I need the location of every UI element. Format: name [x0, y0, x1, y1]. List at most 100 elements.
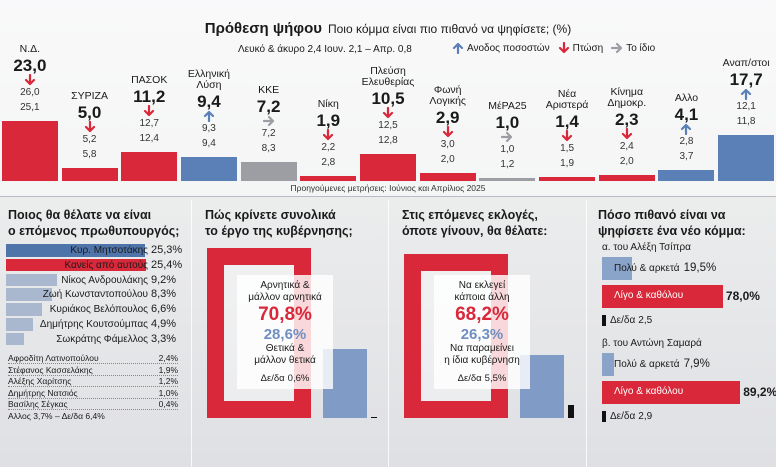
panel-title: Στις επόμενες εκλογές, όποτε γίνουν, θα … [402, 208, 548, 238]
current-value: 1,9 [316, 111, 341, 131]
bar [479, 178, 536, 181]
category-label: Δε/δα [260, 373, 285, 384]
previous-value: 12,8 [378, 134, 398, 146]
group-title: α. του Αλέξη Τσίπρα [602, 242, 691, 253]
divider [0, 196, 776, 197]
previous-value: 2,8 [321, 157, 336, 169]
chart-subtitle: Ποιο κόμμα είναι πιο πιθανό να ψηφίσετε;… [327, 22, 572, 36]
separator [388, 200, 389, 467]
bar [598, 175, 655, 181]
legend-item: Πτώση [558, 42, 603, 54]
bar [658, 170, 715, 181]
others-note: Αλλος 3,7% – Δε/δα 6,4% [8, 410, 105, 421]
bar [6, 244, 146, 257]
value-label: 3,3% [151, 332, 177, 345]
party-name: Νίκη [317, 98, 339, 111]
value-label: 28,6% [263, 326, 307, 343]
other-row: Βασίλης Σέγκας 0,4% [8, 399, 178, 410]
trend-arrow [144, 104, 155, 116]
bar [6, 332, 25, 346]
value-label: 19,5% [683, 262, 717, 274]
bar [6, 303, 43, 316]
other-row: Αλέξης Χαρίτσης 1,2% [8, 376, 178, 387]
bar [121, 151, 178, 181]
party-name: Αναπ/στοι [722, 56, 770, 69]
bar-label: Πολύ & αρκετά 19,5% [614, 262, 716, 274]
bar [1, 121, 58, 181]
previous-value: 2,0 [619, 156, 634, 168]
category-label: Κυρ. Μητσοτάκης [70, 245, 148, 256]
bar [6, 318, 33, 331]
dk-row: Δε/δα 0,6% [261, 373, 310, 384]
current-value: 2,9 [435, 108, 460, 128]
separator [191, 200, 192, 467]
current-value: 9,4 [197, 91, 221, 111]
value-label: 5,5% [484, 373, 507, 384]
other-name: Αλέξης Χαρίτσης [8, 376, 72, 386]
current-value: 5,0 [77, 103, 102, 122]
previous-value: 12,1 [736, 100, 756, 112]
party-name: Πλεύση Ελευθερίας [361, 64, 415, 88]
bar [360, 153, 416, 181]
trend-arrow [681, 124, 692, 136]
previous-value: 1,0 [500, 144, 515, 156]
current-value: 11,2 [133, 86, 166, 106]
value-label: 26,3% [460, 326, 504, 343]
party-name: Κίνημα Δημοκρ. [607, 86, 647, 110]
note: Λευκό & άκυρο 2,4 Ιουν. 2,1 – Απρ. 0,8 [238, 44, 412, 55]
trend-arrow [203, 110, 215, 122]
category-label: Αρνητικά & μάλλον αρνητικά [248, 280, 322, 303]
value-label: 2,9 [638, 411, 653, 422]
previous-value: 2,0 [440, 154, 455, 166]
value-label: 4,9% [151, 318, 177, 330]
bar-label: Λίγο & καθόλου [614, 386, 683, 397]
category-label: Νίκος Ανδρουλάκης [61, 274, 148, 286]
party-name: ΚΚΕ [258, 84, 280, 97]
value-label: 25,3% [151, 244, 183, 256]
category-label: Δημήτρης Κουτσούμπας [39, 319, 148, 330]
previous-value: 1,2 [500, 159, 515, 171]
previous-value: 3,7 [679, 151, 694, 163]
party-name: Ν.Δ. [19, 43, 41, 56]
previous-value: 8,3 [261, 143, 276, 155]
trend-arrow [452, 42, 464, 54]
current-value: 1,0 [495, 113, 520, 133]
bar [180, 156, 237, 181]
previous-value: 1,5 [560, 143, 575, 155]
previous-value: 5,8 [82, 149, 97, 160]
value-label: 6,6% [151, 303, 177, 316]
legend-label: Ανοδος ποσοστών [467, 42, 550, 54]
title-row: Πρόθεση ψήφου Ποιο κόμμα είναι πιο πιθανό… [0, 20, 776, 37]
current-value: 23,0 [13, 56, 47, 76]
category-label: Δε/δα [457, 373, 482, 384]
other-row: Στέφανος Κασσελάκης 1,9% [8, 365, 178, 376]
category-label: Δε/δα [610, 315, 636, 326]
party-name: ΣΥΡΙΖΑ [71, 90, 108, 102]
previous-value: 2,8 [679, 136, 694, 148]
previous-value: 11,8 [736, 115, 756, 127]
category-label: Κυριάκος Βελόπουλος [49, 304, 148, 316]
current-value: 17,7 [729, 69, 763, 89]
other-value: 0,4% [158, 399, 178, 409]
party-name: ΠΑΣΟΚ [131, 73, 168, 86]
dk-row: Δε/δα 5,5% [458, 373, 507, 384]
bar [602, 285, 723, 308]
bar-label: Λίγο & καθόλου [614, 290, 683, 301]
group-title: β. του Αντώνη Σαμαρά [602, 338, 702, 349]
category-label: Πολύ & αρκετά [614, 263, 680, 274]
trend-arrow [262, 116, 274, 127]
bar [718, 134, 775, 181]
other-name: Στέφανος Κασσελάκης [8, 364, 93, 375]
previous-value: 9,4 [201, 137, 216, 149]
other-row: Αφροδίτη Λατινοπούλου 2,4% [8, 353, 178, 364]
category-label: Σωκράτης Φάμελλος [56, 333, 148, 345]
trend-arrow [84, 121, 95, 133]
other-value: 1,0% [158, 387, 178, 398]
previous-value: 12,7 [139, 117, 159, 129]
footnote: Προηγούμενες μετρήσεις: Ιούνιος και Απρί… [290, 183, 486, 193]
trend-arrow [501, 132, 513, 143]
party-name: Φωνή Λογικής [429, 84, 466, 108]
value-label: 89,2% [743, 385, 776, 399]
category-label: Λίγο & καθόλου [614, 386, 684, 397]
bar [602, 315, 606, 326]
